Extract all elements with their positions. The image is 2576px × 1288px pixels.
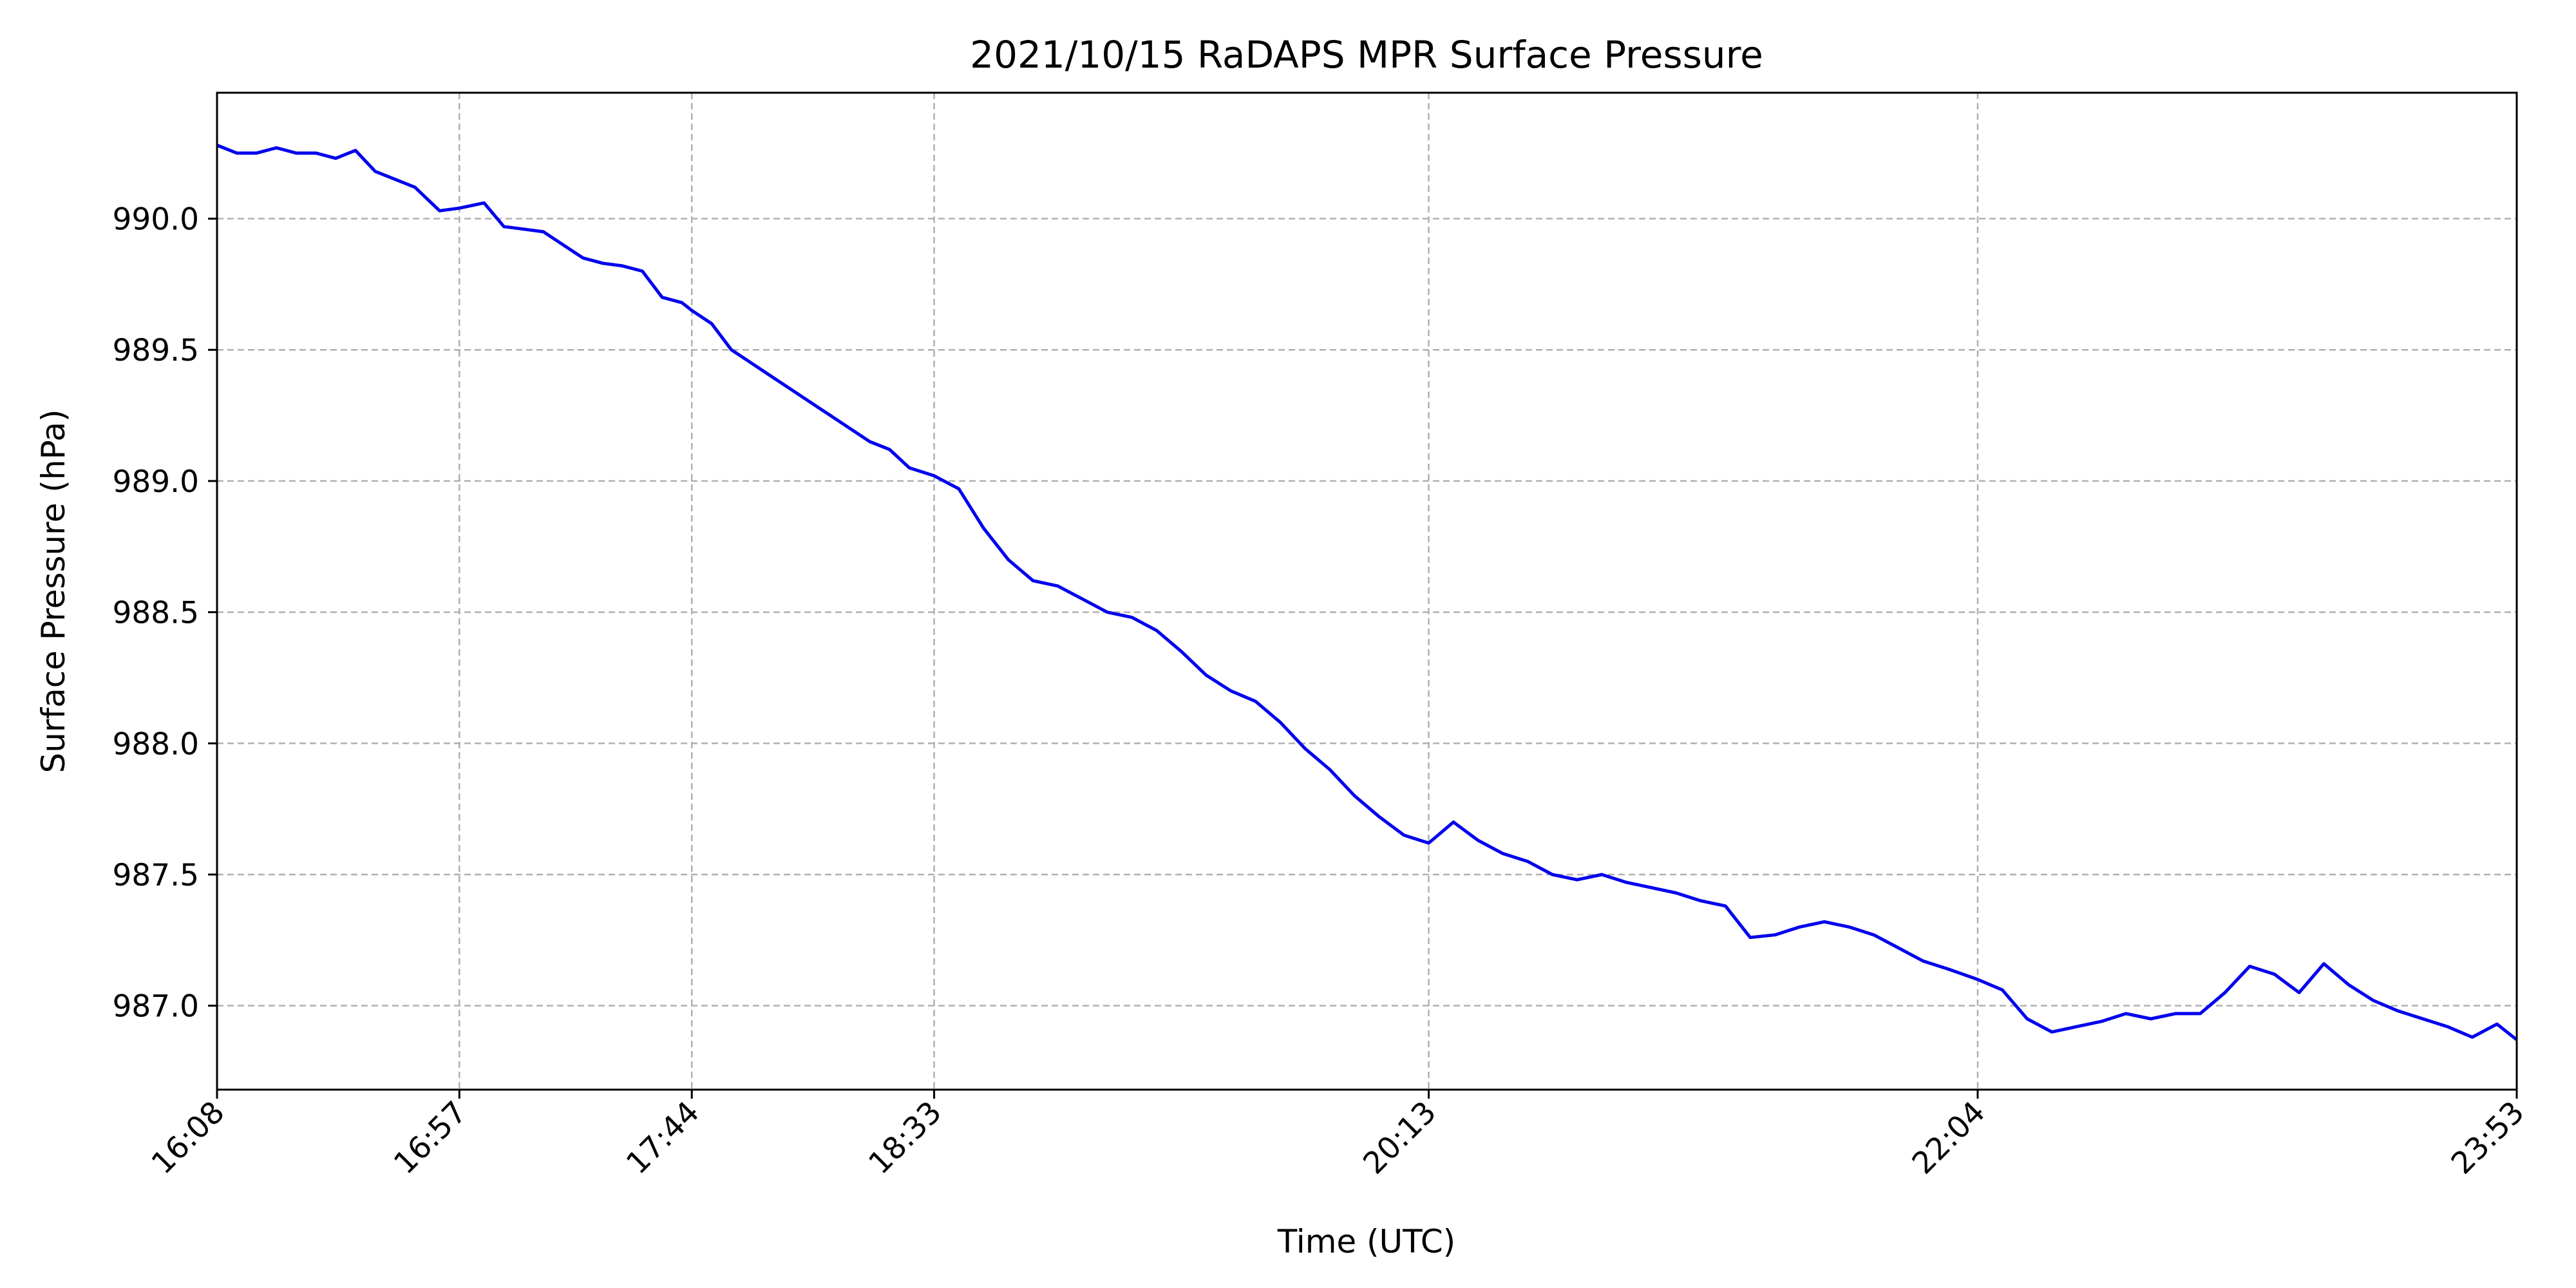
x-tick-label: 16:08 (145, 1095, 232, 1182)
y-tick-label: 987.5 (112, 858, 199, 893)
x-tick-label: 20:13 (1356, 1095, 1443, 1182)
plot-area (217, 93, 2517, 1090)
chart-title: 2021/10/15 RaDAPS MPR Surface Pressure (970, 33, 1763, 77)
y-tick-label: 988.5 (112, 596, 199, 631)
y-axis-title: Surface Pressure (hPa) (35, 409, 72, 773)
y-tick-label: 988.0 (112, 726, 199, 762)
x-tick-label: 17:44 (620, 1095, 706, 1182)
x-axis-title: Time (UTC) (1277, 1223, 1455, 1260)
pressure-series-line (216, 144, 2518, 1041)
y-tick-label: 989.5 (112, 333, 199, 368)
y-tick-label: 987.0 (112, 989, 199, 1025)
grid (217, 93, 2517, 1090)
x-tick-label: 16:57 (387, 1095, 474, 1182)
x-tick-label: 23:53 (2445, 1095, 2532, 1182)
y-tick-label: 989.0 (112, 464, 199, 500)
x-tick-label: 22:04 (1906, 1095, 1993, 1182)
series-layer (216, 144, 2518, 1041)
x-tick-label: 18:33 (862, 1095, 949, 1182)
y-tick-label: 990.0 (112, 202, 199, 238)
plot-frame (216, 91, 2518, 1091)
